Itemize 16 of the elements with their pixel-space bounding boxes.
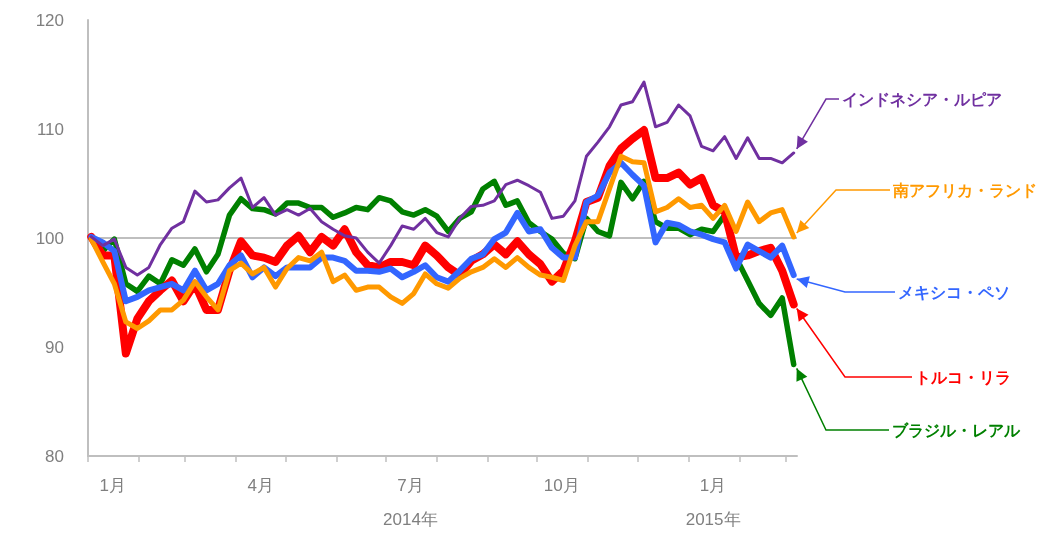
- text: インドネシア・ルピア: [842, 91, 1002, 108]
- text: 南アフリカ・ランド: [892, 182, 1037, 199]
- y-tick-label: 110: [36, 119, 64, 139]
- y-tick-label: 100: [35, 228, 64, 248]
- x-tick-label: 1月: [99, 475, 126, 495]
- text: トルコ・リラ: [915, 369, 1011, 386]
- y-tick-label: 90: [45, 337, 64, 357]
- line-series: [89, 80, 796, 277]
- text: メキシコ・ペソ: [898, 284, 1010, 301]
- y-tick-label: 80: [45, 446, 64, 466]
- y-tick-label: 120: [35, 10, 64, 30]
- x-tick-label: 4月: [247, 475, 274, 495]
- x-tick-label: 10月: [543, 475, 580, 495]
- x-tick-label: 1月 2015年: [685, 475, 741, 529]
- x-tick-label: 7月 2014年: [383, 475, 438, 529]
- text: ブラジル・レアル: [892, 422, 1021, 439]
